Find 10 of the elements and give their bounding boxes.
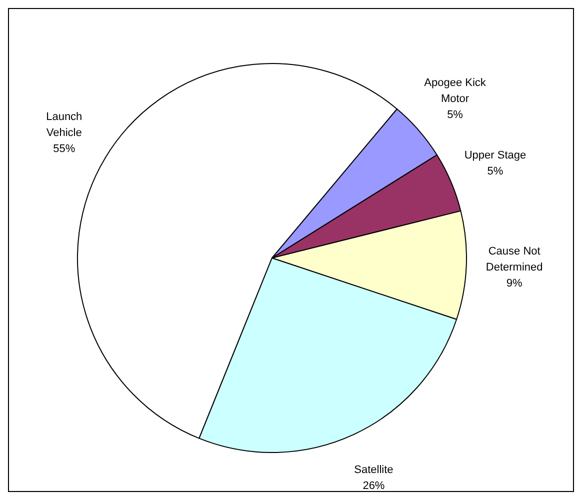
slice-label: Apogee Kick Motor <box>424 76 486 105</box>
slice-label: Launch Vehicle <box>46 111 82 140</box>
data-label: 9% <box>506 277 522 290</box>
data-label: 5% <box>447 108 464 121</box>
slice-label: Satellite <box>354 464 394 476</box>
slice-label: Cause Not Determined <box>486 245 543 274</box>
data-label: 55% <box>53 143 76 156</box>
data-label: 5% <box>487 165 504 178</box>
slice-label: Upper Stage <box>464 149 526 162</box>
data-label: 26% <box>362 480 385 492</box>
